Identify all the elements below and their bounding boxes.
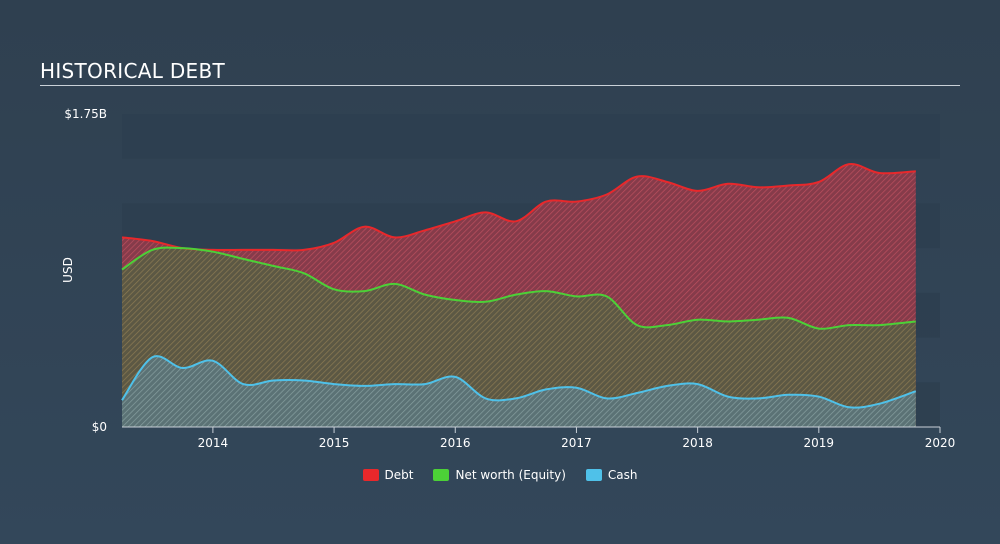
x-tick-label: 2016: [440, 436, 471, 450]
x-tick-label: 2017: [561, 436, 592, 450]
legend-item-debt[interactable]: Debt: [362, 468, 414, 482]
legend-swatch-equity: [433, 469, 450, 481]
y-tick-label-bottom: $0: [92, 420, 107, 434]
legend-swatch-debt: [362, 469, 379, 481]
x-axis-ticks: 2014 2015 2016 2017 2018 2019 2020: [198, 427, 956, 450]
line-cash: [121, 355, 917, 409]
area-cash: [122, 356, 916, 427]
line-debt: [121, 163, 916, 252]
legend-label-cash: Cash: [607, 468, 638, 482]
x-tick-label: 2020: [925, 436, 956, 450]
line-equity: [121, 246, 916, 330]
series-areas: [122, 163, 916, 427]
legend-item-equity[interactable]: Net worth (Equity): [433, 468, 566, 482]
legend-item-cash[interactable]: Cash: [585, 468, 638, 482]
y-axis-label: USD: [61, 257, 75, 283]
y-tick-label-top: $1.75B: [64, 107, 107, 121]
x-tick-label: 2018: [682, 436, 713, 450]
legend: Debt Net worth (Equity) Cash: [0, 468, 1000, 482]
legend-label-equity: Net worth (Equity): [455, 468, 566, 482]
x-tick-label: 2019: [804, 436, 835, 450]
x-tick-label: 2014: [198, 436, 229, 450]
x-tick-label: 2015: [319, 436, 350, 450]
legend-label-debt: Debt: [384, 468, 414, 482]
title-divider: [40, 85, 960, 86]
chart-title: HISTORICAL DEBT: [40, 59, 226, 83]
grid-band: [122, 114, 940, 159]
legend-swatch-cash: [585, 469, 602, 481]
series-lines: [121, 163, 917, 409]
